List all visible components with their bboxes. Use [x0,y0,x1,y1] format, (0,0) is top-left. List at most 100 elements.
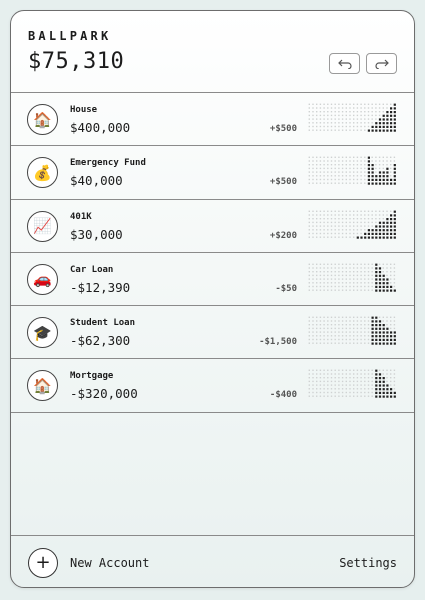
trend-dot-empty [341,342,344,345]
trend-dot-filled [371,324,374,327]
trend-dot-empty [338,114,340,117]
redo-button[interactable] [366,53,397,74]
trend-dot-empty [349,335,351,337]
new-account-link[interactable]: New Account [70,556,150,570]
trend-dot-empty [316,182,318,185]
trend-dot-empty [308,107,310,109]
trend-dot-empty [334,316,336,319]
trend-dot-empty [345,331,347,333]
trend-dot-empty [367,111,370,113]
trend-dot-filled [371,335,374,338]
trend-dot-empty [316,210,318,212]
trend-dot-empty [327,263,329,265]
trend-dot-empty [338,270,340,273]
trend-dot-empty [334,373,336,376]
account-row[interactable]: 🚗 Car Loan -$12,390 -$50 [11,253,414,307]
trend-dot-empty [356,377,359,379]
trend-dot-empty [371,111,373,113]
trend-dot-empty [312,278,314,280]
trend-dot-empty [349,156,351,159]
trend-dot-filled [386,221,389,224]
brand-title: BALLPARK [28,29,112,43]
trend-dot-empty [382,111,384,113]
account-row[interactable]: 🏠 Mortgage -$320,000 -$400 [11,359,414,413]
undo-button[interactable] [329,53,360,74]
trend-dot-empty [341,388,344,390]
trend-dot-empty [360,179,362,181]
trend-dot-filled [390,289,393,292]
trend-dot-empty [364,224,366,227]
trend-dot-empty [353,111,355,113]
trend-sparkline [308,103,396,132]
account-row[interactable]: 💰 Emergency Fund $40,000 +$500 [11,146,414,200]
trend-dot-empty [364,289,366,291]
trend-dot-empty [341,182,344,185]
trend-dot-empty [371,114,373,117]
trend-dot-empty [353,331,355,333]
trend-dot-filled [371,320,374,323]
trend-dot-empty [338,395,340,398]
trend-dot-empty [323,320,325,322]
trend-dot-empty [375,103,377,105]
trend-dot-empty [308,171,310,174]
trend-dot-empty [338,278,340,280]
trend-dot-filled [382,327,385,331]
trend-dot-empty [356,278,359,280]
trend-dot-empty [323,324,325,326]
trend-dot-empty [338,111,340,113]
account-row[interactable]: 🏠 House $400,000 +$500 [11,93,414,147]
trend-dot-filled [386,217,389,220]
account-row[interactable]: 🎓 Student Loan -$62,300 -$1,500 [11,306,414,360]
trend-dot-empty [341,221,344,223]
trend-dot-empty [349,263,351,265]
trend-dot-filled [382,395,385,399]
trend-dot-empty [323,373,325,376]
trend-dot-empty [312,342,314,345]
add-account-button[interactable]: + [28,548,58,578]
trend-dot-empty [393,324,396,326]
trend-dot-empty [312,103,314,105]
trend-dot-empty [371,221,373,223]
trend-dot-empty [353,103,355,105]
trend-dot-filled [371,338,374,342]
trend-dot-empty [349,171,351,174]
trend-dot-filled [378,331,382,334]
trend-dot-empty [360,213,362,216]
trend-dot-empty [334,388,336,390]
trend-dot-empty [345,232,347,234]
trend-dot-empty [316,107,318,109]
trend-dot-empty [356,267,359,269]
trend-dot-empty [330,228,333,231]
trend-dot-empty [323,224,325,227]
trend-dot-filled [375,320,378,323]
trend-dot-empty [360,263,362,265]
settings-link[interactable]: Settings [339,556,397,570]
trend-dot-empty [308,179,310,181]
trend-dot-empty [312,179,314,181]
account-name: Student Loan [70,318,136,329]
trend-dot-empty [319,107,322,109]
trend-dot-empty [316,338,318,341]
trend-dot-empty [356,118,359,120]
trend-dot-empty [312,289,314,291]
trend-dot-empty [308,156,310,159]
trend-dot-empty [364,156,366,159]
trend-dot-empty [323,107,325,109]
trend-dot-empty [327,221,329,223]
trend-dot-empty [330,213,333,216]
trend-dot-empty [353,125,355,128]
trend-dot-filled [390,388,393,391]
trend-dot-empty [360,281,362,284]
account-row[interactable]: 📈 401K $30,000 +$200 [11,200,414,253]
trend-dot-empty [360,342,362,345]
trend-dot-empty [382,267,384,269]
trend-dot-empty [334,395,336,398]
trend-dot-filled [390,335,393,338]
trend-dot-filled [386,122,389,125]
trend-dot-filled [375,122,378,125]
trend-dot-empty [327,388,329,390]
trend-dot-empty [349,182,351,185]
trend-dot-filled [382,384,385,388]
trend-dot-filled [386,167,389,171]
trend-dot-empty [327,118,329,120]
